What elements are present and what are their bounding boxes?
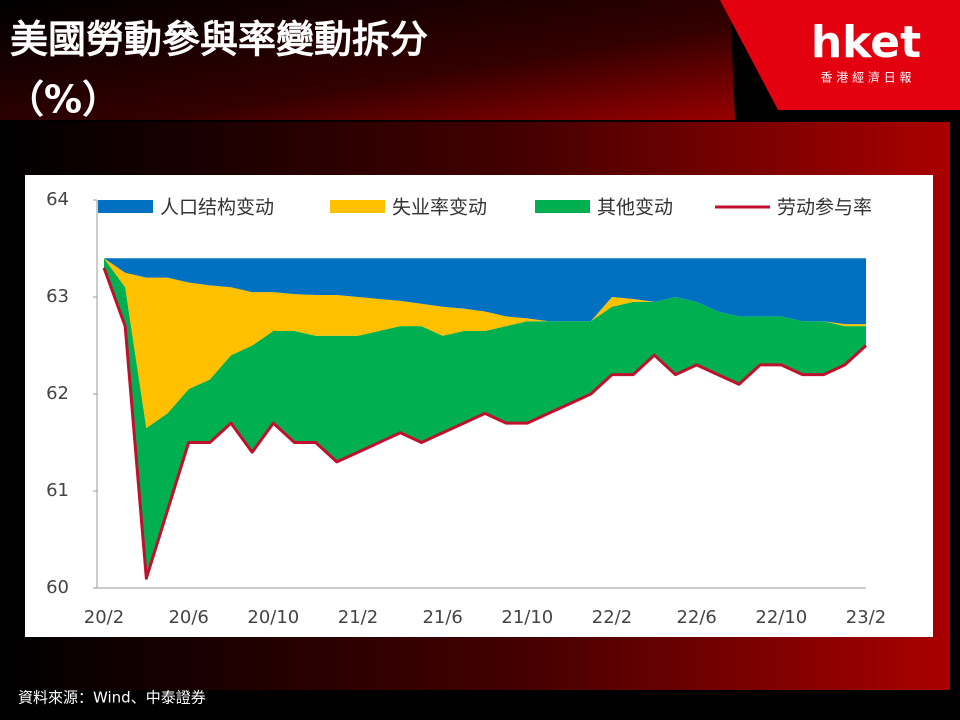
legend-label: 失业率变动: [392, 197, 487, 219]
y-tick-label: 60: [46, 577, 69, 598]
x-tick-label: 20/10: [247, 607, 299, 628]
x-tick-label: 21/2: [338, 607, 378, 628]
line: [102, 267, 868, 580]
page-title: 美國勞動參與率變動拆分: [10, 18, 428, 62]
area: [104, 258, 866, 325]
y-tick-label: 63: [46, 286, 69, 307]
x-tick-label: 23/2: [846, 607, 886, 628]
x-tick-label: 22/2: [592, 607, 632, 628]
legend-label: 其他变动: [597, 197, 673, 219]
y-tick-label: 61: [46, 480, 69, 501]
area: [104, 258, 866, 579]
logo-band: [720, 0, 960, 110]
legend-label: 人口结构变动: [160, 197, 274, 219]
x-tick-label: 20/6: [168, 607, 208, 628]
logo-subtitle: 香 港 經 濟 日 報: [820, 70, 911, 85]
legend-swatch: [535, 200, 590, 213]
legend-label: 劳动参与率: [777, 197, 872, 219]
x-tick-label: 22/6: [676, 607, 716, 628]
logo: hket: [811, 17, 921, 68]
source: 資料來源：Wind、中泰證券: [18, 689, 206, 707]
page-unit: （%）: [6, 78, 120, 122]
title-band: [0, 0, 735, 120]
x-tick-label: 22/10: [755, 607, 807, 628]
x-tick-label: 20/2: [84, 607, 124, 628]
area: [104, 258, 866, 428]
y-tick-label: 62: [46, 383, 69, 404]
legend-swatch: [98, 200, 153, 213]
legend-swatch: [330, 200, 385, 213]
y-tick-label: 64: [46, 189, 69, 210]
plot: 60 61 62 63 64 20/2 20/6 20/10 21/2 21/6 21/10 22/2…: [46, 189, 886, 628]
x-tick-label: 21/10: [501, 607, 553, 628]
x-tick-label: 21/6: [422, 607, 462, 628]
